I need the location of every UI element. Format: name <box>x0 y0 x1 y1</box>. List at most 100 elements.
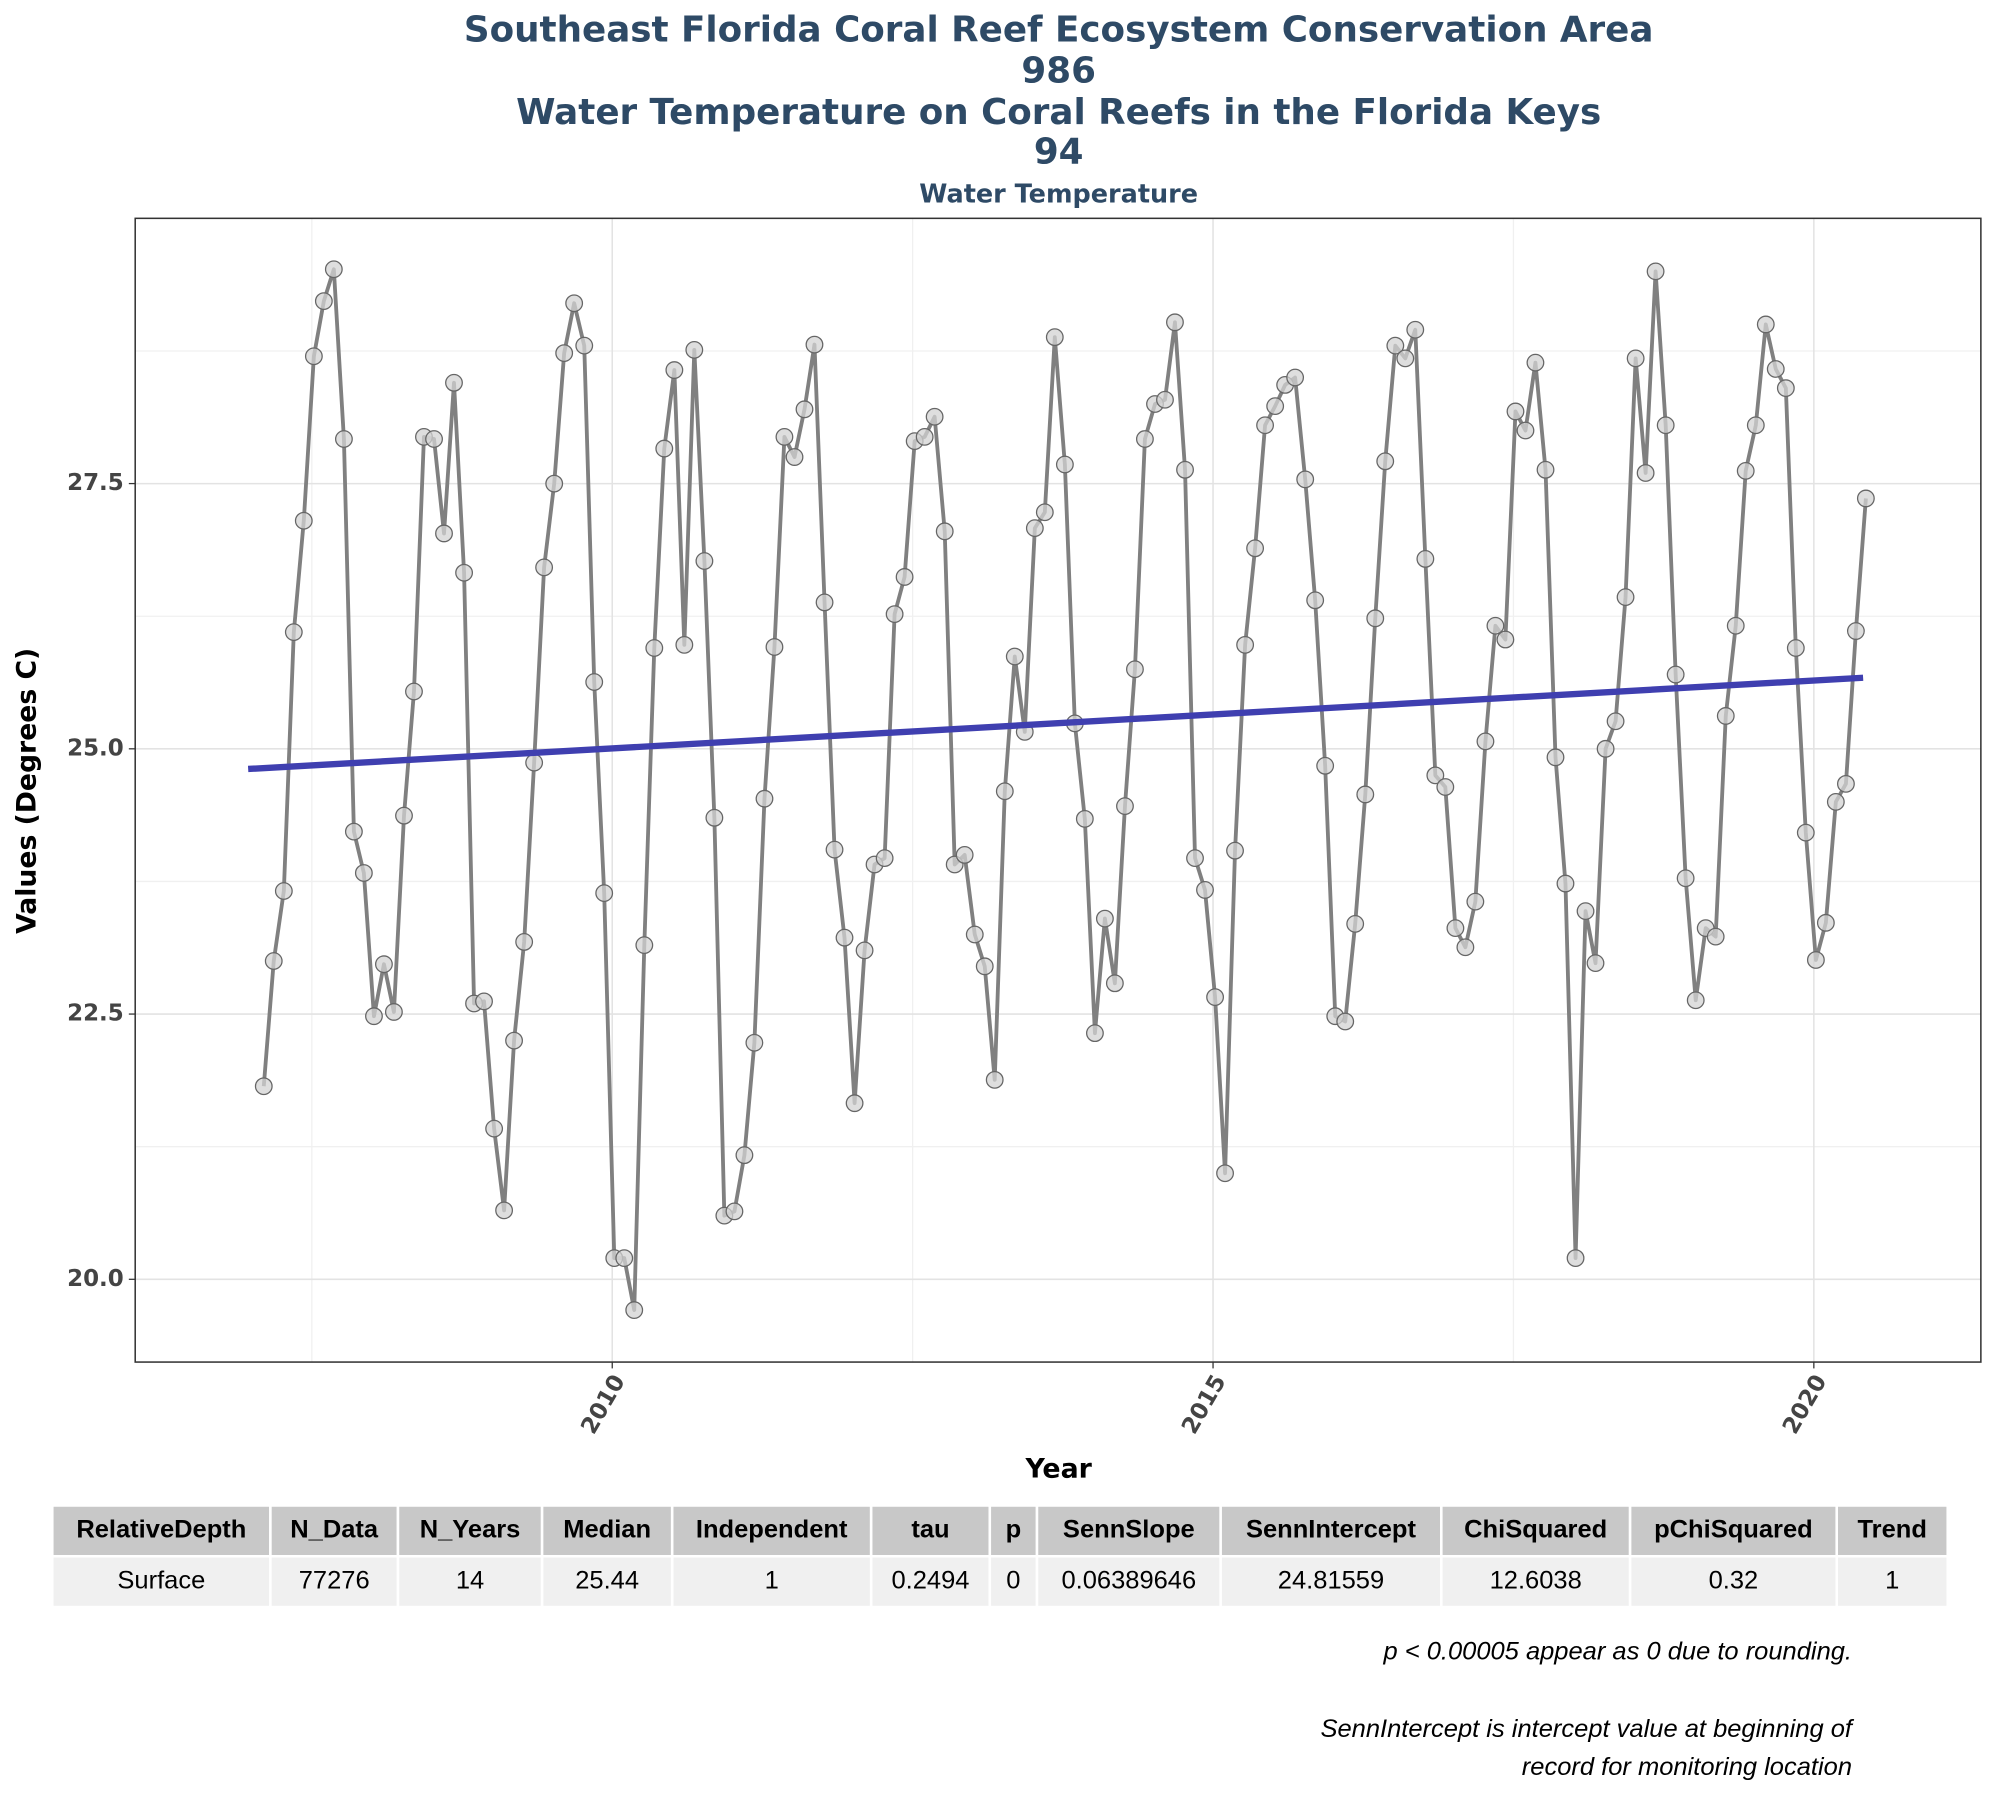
data-point <box>1856 489 1875 508</box>
data-point <box>1156 390 1174 409</box>
data-point <box>1396 349 1415 368</box>
data-point <box>885 605 904 623</box>
trend-line <box>247 674 1864 773</box>
y-tick-label: 25.0 <box>67 735 124 761</box>
chart-title: 94 <box>1034 132 1084 173</box>
table-cell: 0 <box>1006 1566 1020 1594</box>
data-point <box>1686 991 1705 1010</box>
data-point <box>685 341 704 359</box>
data-point <box>1516 421 1535 440</box>
data-point <box>1526 353 1545 372</box>
data-point <box>1816 913 1835 932</box>
data-point <box>1206 988 1225 1006</box>
data-point <box>1025 519 1044 538</box>
table-header-cell <box>869 1504 992 1558</box>
data-point <box>1236 635 1255 654</box>
data-point <box>1085 1024 1104 1043</box>
plot <box>247 260 1875 1319</box>
data-point <box>825 840 844 859</box>
data-point <box>1496 630 1515 649</box>
y-tick-label: 20.0 <box>67 1266 124 1292</box>
data-point <box>1766 360 1785 378</box>
table-header-cell <box>670 1504 873 1558</box>
table-header: N_Data <box>290 1516 379 1544</box>
table-cell-bg <box>670 1555 873 1609</box>
data-point <box>495 1201 514 1220</box>
table-cell-bg <box>1219 1555 1443 1609</box>
table-cell-bg <box>540 1555 674 1609</box>
data-point <box>1246 539 1265 558</box>
stats-table: RelativeDepth N_Data N_Years Median Independ… <box>51 1504 1949 1609</box>
data-point <box>1786 639 1805 657</box>
data-point <box>1576 902 1595 921</box>
data-point <box>1426 766 1445 785</box>
table-cell-bg <box>1628 1555 1839 1609</box>
data-point <box>1166 313 1184 332</box>
data-point <box>485 1119 504 1138</box>
data-point <box>1586 954 1605 973</box>
data-point <box>1306 591 1325 610</box>
table-cell: 12.6038 <box>1490 1566 1582 1594</box>
data-point <box>1676 869 1695 888</box>
data-point <box>405 682 423 701</box>
data-point <box>755 789 774 808</box>
data-point <box>264 952 283 970</box>
plot-border <box>134 217 1982 1363</box>
table-cell: 25.44 <box>575 1566 639 1594</box>
data-point <box>565 294 584 313</box>
data-point <box>915 428 934 446</box>
note: SennIntercept is intercept value at begi… <box>1320 1715 1855 1743</box>
table-header: N_Years <box>420 1516 521 1544</box>
x-tick-label: 2020 <box>1778 1371 1833 1439</box>
data-point <box>1566 1249 1585 1267</box>
data-point <box>1266 397 1285 416</box>
data-point <box>1636 464 1655 482</box>
data-point <box>1626 349 1645 368</box>
data-point <box>1706 927 1725 946</box>
data-point <box>1796 823 1815 842</box>
table-header: Median <box>563 1516 651 1544</box>
data-point <box>1486 616 1505 635</box>
table-header: pChiSquared <box>1654 1516 1813 1544</box>
data-point <box>1546 748 1565 767</box>
data-point <box>1826 792 1845 811</box>
data-point <box>525 753 544 772</box>
data-point <box>955 846 974 864</box>
x-tick-label: 2015 <box>1177 1371 1232 1439</box>
data-point <box>535 558 554 577</box>
data-point <box>1716 707 1735 725</box>
data-point <box>805 335 824 354</box>
data-point <box>1536 460 1555 479</box>
data-point <box>1356 785 1375 804</box>
data-point <box>1105 974 1124 993</box>
data-point <box>425 430 443 448</box>
data-point <box>1075 809 1094 828</box>
data-point <box>745 1033 764 1052</box>
x-axis-label: Year <box>1024 1453 1092 1484</box>
data-point <box>1045 328 1064 347</box>
data-point <box>875 849 894 867</box>
data-point <box>1296 470 1315 489</box>
data-point <box>344 822 363 841</box>
table-header: ChiSquared <box>1464 1516 1607 1544</box>
data-point <box>675 635 694 654</box>
data-point <box>475 992 493 1011</box>
data-point <box>1005 647 1024 666</box>
data-point <box>1116 797 1134 815</box>
data-point <box>1846 622 1865 640</box>
table-header: Trend <box>1858 1516 1927 1544</box>
data-point <box>845 1094 864 1113</box>
data-point <box>1456 938 1475 957</box>
data-point <box>1286 368 1305 387</box>
note: record for monitoring location <box>1522 1753 1852 1781</box>
data-point <box>545 474 564 493</box>
table-header-cell <box>1035 1504 1222 1558</box>
data-point <box>935 522 954 541</box>
data-point <box>1126 660 1144 679</box>
data-point <box>1186 849 1204 867</box>
table-cell: 14 <box>456 1566 484 1594</box>
data-point <box>1386 336 1405 355</box>
data-point <box>855 941 874 960</box>
table-cell: 0.32 <box>1709 1566 1759 1594</box>
